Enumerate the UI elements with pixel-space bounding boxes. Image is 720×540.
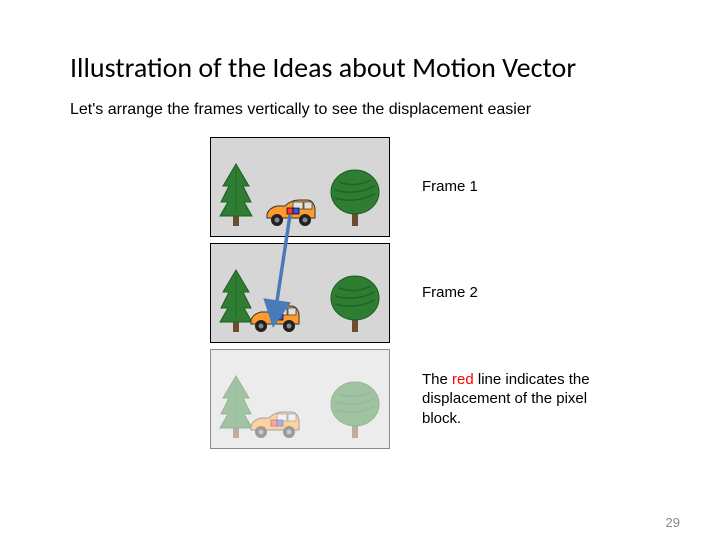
frame-row-2: Frame 2	[70, 243, 650, 343]
caption-highlight: red	[452, 371, 474, 388]
slide-title: Illustration of the Ideas about Motion V…	[70, 50, 650, 85]
frame-label-1: Frame 1	[422, 177, 478, 197]
slide-subtitle: Let's arrange the frames vertically to s…	[70, 101, 650, 119]
frame-label-2: Frame 2	[422, 283, 478, 303]
page-number: 29	[666, 515, 680, 530]
frames-container: Frame 1 Frame 2 The red line indic	[70, 137, 650, 449]
frame-2	[210, 243, 390, 343]
frame-row-1: Frame 1	[70, 137, 650, 237]
frame-row-3: The red line indicates the displacement …	[70, 349, 650, 449]
caption-prefix: The	[422, 371, 452, 388]
frame-3	[210, 349, 390, 449]
frame-1	[210, 137, 390, 237]
frame-label-3: The red line indicates the displacement …	[422, 370, 612, 429]
